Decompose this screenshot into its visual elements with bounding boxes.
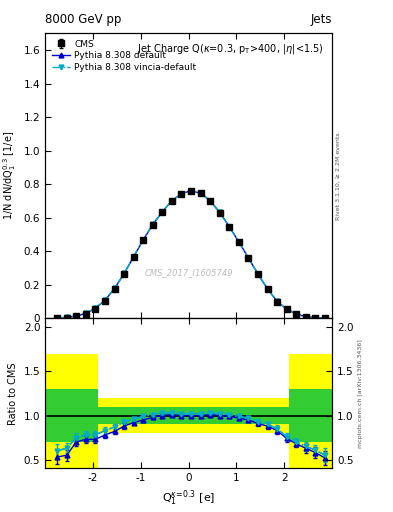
Pythia 8.308 vincia-default (217, 209, 222, 216)
Pythia 8.308 default (93, 305, 98, 311)
Pythia 8.308 vincia-default (122, 270, 127, 276)
Pythia 8.308 vincia-default (275, 298, 279, 305)
Pythia 8.308 default (198, 190, 203, 197)
Pythia 8.308 vincia-default (93, 305, 98, 311)
Text: Jets: Jets (310, 13, 332, 26)
Pythia 8.308 vincia-default (208, 198, 213, 204)
Bar (289, 389, 332, 442)
Pythia 8.308 default (55, 315, 59, 321)
Text: Jet Charge Q($\kappa$=0.3, p$_\mathrm{T}$>400, |$\eta$|<1.5): Jet Charge Q($\kappa$=0.3, p$_\mathrm{T}… (137, 42, 323, 56)
Text: 8000 GeV pp: 8000 GeV pp (45, 13, 121, 26)
Pythia 8.308 vincia-default (64, 314, 69, 321)
Pythia 8.308 default (64, 314, 69, 321)
Pythia 8.308 vincia-default (151, 221, 155, 227)
Pythia 8.308 default (323, 315, 327, 322)
Pythia 8.308 default (103, 297, 107, 304)
Pythia 8.308 vincia-default (112, 285, 117, 291)
Pythia 8.308 default (131, 253, 136, 260)
Pythia 8.308 default (141, 237, 145, 243)
Y-axis label: 1/N dN/dQ$_1^{0.3}$ [1/e]: 1/N dN/dQ$_1^{0.3}$ [1/e] (1, 131, 18, 221)
X-axis label: Q$_1^{\kappa\!=\!0.3}$ [e]: Q$_1^{\kappa\!=\!0.3}$ [e] (162, 489, 215, 508)
Pythia 8.308 vincia-default (237, 239, 241, 245)
Pythia 8.308 vincia-default (303, 313, 308, 319)
Bar (45, 354, 98, 477)
Pythia 8.308 default (189, 187, 193, 194)
Pythia 8.308 vincia-default (255, 271, 260, 277)
Pythia 8.308 vincia-default (179, 190, 184, 197)
Pythia 8.308 vincia-default (246, 255, 251, 261)
Pythia 8.308 default (313, 315, 318, 321)
Pythia 8.308 default (208, 198, 213, 204)
Line: Pythia 8.308 default: Pythia 8.308 default (55, 188, 327, 321)
Pythia 8.308 vincia-default (323, 315, 327, 321)
Pythia 8.308 default (294, 311, 299, 317)
Bar (98, 398, 289, 433)
Pythia 8.308 default (217, 209, 222, 216)
Pythia 8.308 vincia-default (294, 311, 299, 317)
Pythia 8.308 default (237, 239, 241, 245)
Pythia 8.308 default (265, 286, 270, 292)
Pythia 8.308 default (74, 313, 79, 319)
Pythia 8.308 default (303, 313, 308, 319)
Pythia 8.308 vincia-default (265, 286, 270, 292)
Pythia 8.308 default (169, 198, 174, 204)
Pythia 8.308 vincia-default (74, 313, 79, 319)
Legend: CMS, Pythia 8.308 default, Pythia 8.308 vincia-default: CMS, Pythia 8.308 default, Pythia 8.308 … (50, 38, 198, 74)
Bar (289, 354, 332, 477)
Pythia 8.308 default (179, 190, 184, 197)
Pythia 8.308 default (122, 270, 127, 276)
Pythia 8.308 vincia-default (227, 224, 231, 230)
Bar (45, 389, 98, 442)
Pythia 8.308 default (112, 286, 117, 292)
Text: CMS_2017_I1605749: CMS_2017_I1605749 (144, 268, 233, 278)
Pythia 8.308 vincia-default (189, 187, 193, 194)
Pythia 8.308 vincia-default (198, 190, 203, 197)
Y-axis label: Ratio to CMS: Ratio to CMS (8, 362, 18, 424)
Pythia 8.308 default (227, 224, 231, 230)
Pythia 8.308 default (83, 310, 88, 316)
Pythia 8.308 vincia-default (103, 297, 107, 303)
Pythia 8.308 vincia-default (313, 314, 318, 321)
Pythia 8.308 default (160, 209, 165, 215)
Pythia 8.308 vincia-default (83, 310, 88, 316)
Pythia 8.308 vincia-default (169, 198, 174, 204)
Pythia 8.308 vincia-default (141, 237, 145, 243)
Pythia 8.308 vincia-default (131, 253, 136, 260)
Pythia 8.308 default (275, 298, 279, 305)
Y-axis label: Rivet 3.1.10, ≥ 2.2M events: Rivet 3.1.10, ≥ 2.2M events (336, 132, 341, 220)
Pythia 8.308 default (151, 221, 155, 227)
Pythia 8.308 vincia-default (55, 315, 59, 321)
Bar (98, 407, 289, 424)
Pythia 8.308 default (246, 255, 251, 261)
Line: Pythia 8.308 vincia-default: Pythia 8.308 vincia-default (55, 188, 327, 321)
Pythia 8.308 vincia-default (160, 209, 165, 215)
Pythia 8.308 vincia-default (284, 306, 289, 312)
Pythia 8.308 default (255, 271, 260, 277)
Y-axis label: mcplots.cern.ch [arXiv:1306.3436]: mcplots.cern.ch [arXiv:1306.3436] (358, 339, 363, 448)
Pythia 8.308 default (284, 306, 289, 312)
